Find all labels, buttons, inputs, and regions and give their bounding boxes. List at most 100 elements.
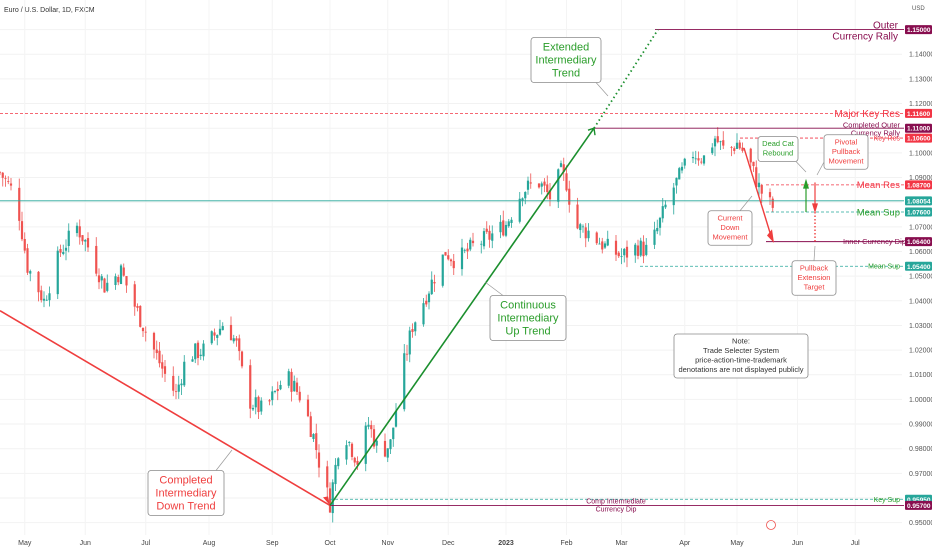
candle-body	[675, 177, 678, 186]
candle-body	[507, 221, 510, 227]
pullback-pointer	[813, 245, 816, 261]
candle-body	[295, 382, 299, 392]
y-tick-label: 0.95000	[909, 520, 932, 527]
candle-body	[235, 338, 238, 341]
dead-cat-pointer	[795, 161, 807, 173]
candle-body	[738, 142, 741, 149]
candle-body	[240, 351, 244, 367]
candle-body	[117, 276, 120, 283]
up-trend-line	[329, 127, 595, 506]
candle-body	[326, 466, 329, 488]
y-tick-label: 1.12000	[909, 101, 932, 108]
candle-body	[7, 181, 10, 182]
price-badge-label: 1.11000	[907, 126, 931, 133]
completed-trend-text: Completed	[159, 475, 212, 487]
level-note: Currency Dip	[596, 506, 637, 513]
candle-body	[328, 488, 332, 513]
candle-body	[719, 141, 722, 143]
candle-body	[661, 206, 664, 219]
down-trend-arrowhead	[323, 496, 330, 506]
candle-body	[741, 147, 744, 151]
x-tick-label: Jun	[80, 540, 91, 547]
candle-body	[260, 400, 263, 412]
x-tick-label: Jun	[792, 540, 803, 547]
chart-title: Euro / U.S. Dollar, 1D, FXCM	[4, 7, 95, 14]
candle-body	[730, 146, 733, 148]
price-badge	[905, 196, 932, 206]
candle-body	[548, 190, 552, 200]
candle-body	[0, 172, 2, 174]
price-badge	[905, 261, 932, 271]
candle-body	[427, 293, 431, 303]
candle-body	[97, 275, 101, 283]
candle-body	[408, 330, 411, 355]
candle-body	[735, 142, 739, 149]
note-text: denotations are not displayed publicly	[678, 365, 803, 374]
candle-body	[199, 354, 202, 356]
candle-body	[353, 457, 356, 463]
candle-body	[62, 252, 65, 254]
current-down-pointer	[739, 195, 753, 211]
candle-body	[444, 252, 447, 256]
level-note: Comp Intermediate	[586, 498, 646, 505]
candle-body	[40, 290, 43, 301]
candle-body	[287, 371, 290, 386]
candle-body	[603, 243, 607, 248]
extended-trend-text: Intermediary	[535, 55, 597, 67]
candle-body	[271, 391, 274, 401]
candles	[0, 127, 774, 523]
dead-cat-text: Rebound	[763, 149, 793, 158]
candle-body	[331, 482, 334, 514]
candle-body	[460, 247, 464, 270]
extended-trend-text: Extended	[543, 42, 589, 54]
x-tick-label: May	[18, 540, 32, 547]
continuous-trend-text: Up Trend	[505, 326, 550, 338]
candle-body	[568, 188, 571, 205]
current-down-box	[707, 210, 753, 246]
candle-body	[469, 239, 472, 250]
candle-body	[315, 433, 318, 451]
candle-body	[540, 183, 543, 187]
candle-body	[119, 265, 123, 285]
candle-body	[482, 231, 486, 247]
candle-body	[620, 256, 623, 258]
candle-body	[312, 434, 315, 439]
candle-body	[752, 161, 755, 167]
candle-body	[405, 353, 409, 355]
candle-body	[155, 349, 158, 354]
candle-body	[273, 391, 277, 392]
candle-body	[510, 219, 513, 223]
dead-cat-arrowhead	[803, 178, 809, 189]
candle-body	[229, 324, 233, 341]
candle-body	[576, 204, 579, 229]
note-text: Trade Selecter System	[703, 346, 779, 355]
event-icon[interactable]	[766, 520, 776, 530]
candle-body	[268, 400, 271, 402]
candle-body	[9, 183, 13, 186]
candle-body	[634, 244, 637, 256]
candle-body	[584, 227, 587, 239]
candle-body	[452, 260, 455, 269]
y-tick-label: 1.03000	[909, 323, 932, 330]
candle-body	[749, 148, 752, 163]
note-box	[673, 333, 809, 379]
y-tick-label: 1.00000	[909, 397, 932, 404]
candle-body	[48, 293, 51, 301]
candle-body	[389, 439, 392, 450]
candle-body	[645, 244, 648, 255]
candle-body	[75, 225, 79, 234]
candle-body	[722, 140, 725, 146]
candle-body	[504, 224, 508, 236]
candle-body	[23, 238, 26, 251]
completed-trend-box	[147, 470, 225, 516]
level-note: Currency Rally	[832, 32, 898, 43]
candle-body	[276, 388, 279, 392]
candle-body	[141, 327, 145, 332]
candle-body	[37, 271, 40, 293]
candle-body	[463, 249, 466, 251]
candle-body	[56, 250, 59, 295]
completed-trend-pointer	[215, 449, 233, 471]
candle-body	[136, 305, 139, 308]
